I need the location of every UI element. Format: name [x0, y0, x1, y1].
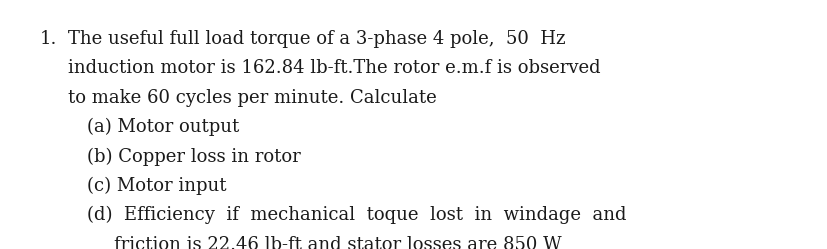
Text: (a) Motor output: (a) Motor output: [87, 118, 239, 136]
Text: (c) Motor input: (c) Motor input: [87, 177, 226, 195]
Text: induction motor is 162.84 lb-ft.The rotor e.m.f is observed: induction motor is 162.84 lb-ft.The roto…: [68, 59, 600, 77]
Text: (b) Copper loss in rotor: (b) Copper loss in rotor: [87, 147, 300, 166]
Text: friction is 22.46 lb-ft and stator losses are 850 W: friction is 22.46 lb-ft and stator losse…: [114, 236, 562, 249]
Text: 1.: 1.: [40, 30, 57, 48]
Text: The useful full load torque of a 3-phase 4 pole,  50  Hz: The useful full load torque of a 3-phase…: [68, 30, 565, 48]
Text: to make 60 cycles per minute. Calculate: to make 60 cycles per minute. Calculate: [68, 89, 436, 107]
Text: (d)  Efficiency  if  mechanical  toque  lost  in  windage  and: (d) Efficiency if mechanical toque lost …: [87, 206, 626, 224]
